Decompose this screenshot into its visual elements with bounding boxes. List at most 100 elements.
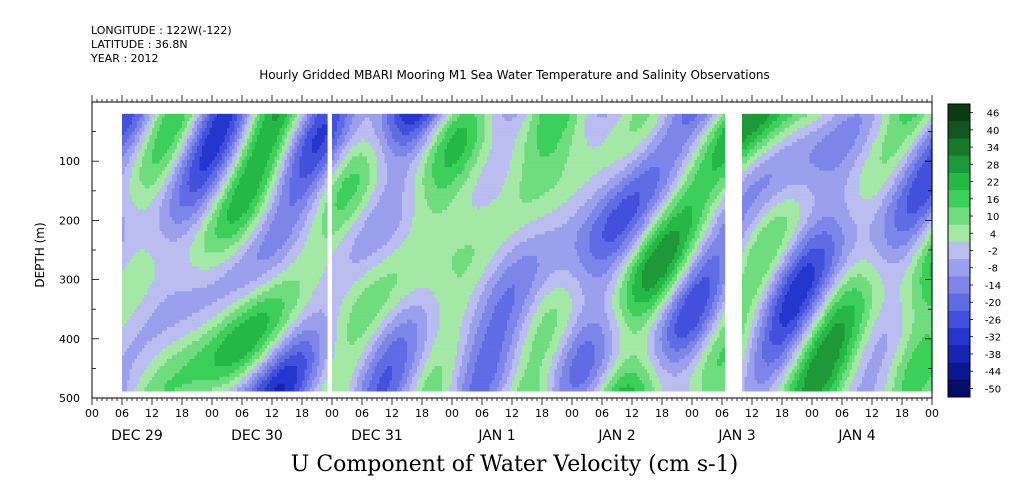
heatmap-cell <box>149 358 153 364</box>
heatmap-cell <box>209 238 213 243</box>
heatmap-cell <box>142 277 146 282</box>
heatmap-cell <box>199 277 203 282</box>
heatmap-cell <box>199 170 203 175</box>
heatmap-cell <box>227 160 231 165</box>
heatmap-cell <box>142 337 146 342</box>
heatmap-cell <box>167 209 171 214</box>
heatmap-cell <box>199 138 203 143</box>
heatmap-cell <box>187 305 191 310</box>
heatmap-cell <box>232 248 236 253</box>
heatmap-cell <box>167 294 171 300</box>
heatmap-cell <box>212 259 216 264</box>
heatmap-cell <box>159 174 163 179</box>
heatmap-cell <box>144 131 148 136</box>
heatmap-cell <box>144 128 148 133</box>
heatmap-cell <box>229 184 233 190</box>
heatmap-cell <box>207 355 211 360</box>
heatmap-cell <box>149 387 153 392</box>
heatmap-cell <box>162 316 166 321</box>
heatmap-cell <box>134 113 138 118</box>
heatmap-cell <box>162 270 166 275</box>
heatmap-cell <box>169 184 173 190</box>
heatmap-cell <box>124 202 128 207</box>
heatmap-cell <box>237 294 241 300</box>
heatmap-cell <box>164 238 168 243</box>
heatmap-cell <box>129 160 133 165</box>
heatmap-cell <box>154 113 158 118</box>
heatmap-cell <box>152 131 156 136</box>
heatmap-cell <box>137 152 141 158</box>
heatmap-cell <box>144 167 148 172</box>
heatmap-cell <box>132 376 136 381</box>
heatmap-cell <box>134 117 138 122</box>
heatmap-cell <box>197 163 201 168</box>
heatmap-cell <box>137 177 141 182</box>
heatmap-cell <box>189 362 193 367</box>
heatmap-cell <box>202 341 206 346</box>
heatmap-cell <box>189 131 193 136</box>
heatmap-cell <box>127 184 131 190</box>
heatmap-cell <box>204 142 208 147</box>
heatmap-cell <box>187 294 191 300</box>
heatmap-cell <box>237 138 241 143</box>
heatmap-cell <box>207 234 211 239</box>
heatmap-cell <box>129 294 133 300</box>
heatmap-cell <box>147 358 151 364</box>
heatmap-cell <box>207 302 211 307</box>
heatmap-cell <box>124 362 128 367</box>
heatmap-cell <box>174 209 178 214</box>
heatmap-cell <box>144 284 148 289</box>
heatmap-cell <box>197 255 201 261</box>
heatmap-cell <box>207 213 211 218</box>
heatmap-cell <box>134 366 138 371</box>
heatmap-cell <box>144 362 148 367</box>
heatmap-cell <box>197 373 201 378</box>
heatmap-cell <box>199 344 203 349</box>
heatmap-cell <box>124 152 128 158</box>
heatmap-cell <box>232 188 236 193</box>
heatmap-cell <box>214 351 218 356</box>
heatmap-cell <box>217 120 221 126</box>
heatmap-cell <box>144 170 148 175</box>
heatmap-cell <box>134 298 138 303</box>
heatmap-cell <box>157 280 161 285</box>
heatmap-cell <box>149 298 153 303</box>
heatmap-cell <box>137 191 141 197</box>
heatmap-cell <box>122 163 126 168</box>
heatmap-cell <box>169 124 173 129</box>
heatmap-cell <box>144 184 148 190</box>
heatmap-cell <box>197 199 201 204</box>
heatmap-cell <box>194 202 198 207</box>
heatmap-cell <box>139 202 143 207</box>
heatmap-cell <box>189 181 193 186</box>
heatmap-cell <box>202 351 206 356</box>
heatmap-cell <box>204 255 208 261</box>
heatmap-cell <box>172 135 176 140</box>
heatmap-cell <box>189 351 193 356</box>
heatmap-cell <box>182 326 186 332</box>
heatmap-cell <box>159 245 163 250</box>
heatmap-cell <box>217 181 221 186</box>
heatmap-cell <box>227 163 231 168</box>
heatmap-cell <box>162 113 166 118</box>
heatmap-cell <box>157 131 161 136</box>
heatmap-cell <box>122 358 126 364</box>
heatmap-cell <box>204 191 208 197</box>
heatmap-cell <box>222 259 226 264</box>
heatmap-cell <box>237 341 241 346</box>
heatmap-cell <box>222 135 226 140</box>
heatmap-cell <box>172 287 176 293</box>
heatmap-cell <box>164 163 168 168</box>
heatmap-cell <box>207 195 211 200</box>
heatmap-cell <box>139 366 143 371</box>
heatmap-cell <box>149 341 153 346</box>
heatmap-cell <box>122 351 126 356</box>
heatmap-cell <box>184 323 188 328</box>
heatmap-cell <box>207 277 211 282</box>
heatmap-cell <box>214 124 218 129</box>
heatmap-cell <box>209 167 213 172</box>
heatmap-cell <box>209 294 213 300</box>
heatmap-cell <box>189 270 193 275</box>
heatmap-cell <box>204 195 208 200</box>
heatmap-cell <box>234 348 238 353</box>
